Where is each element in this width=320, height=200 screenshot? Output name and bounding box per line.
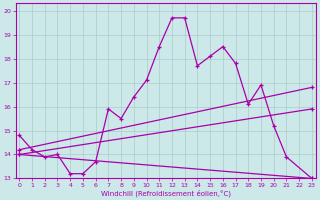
- X-axis label: Windchill (Refroidissement éolien,°C): Windchill (Refroidissement éolien,°C): [100, 189, 231, 197]
